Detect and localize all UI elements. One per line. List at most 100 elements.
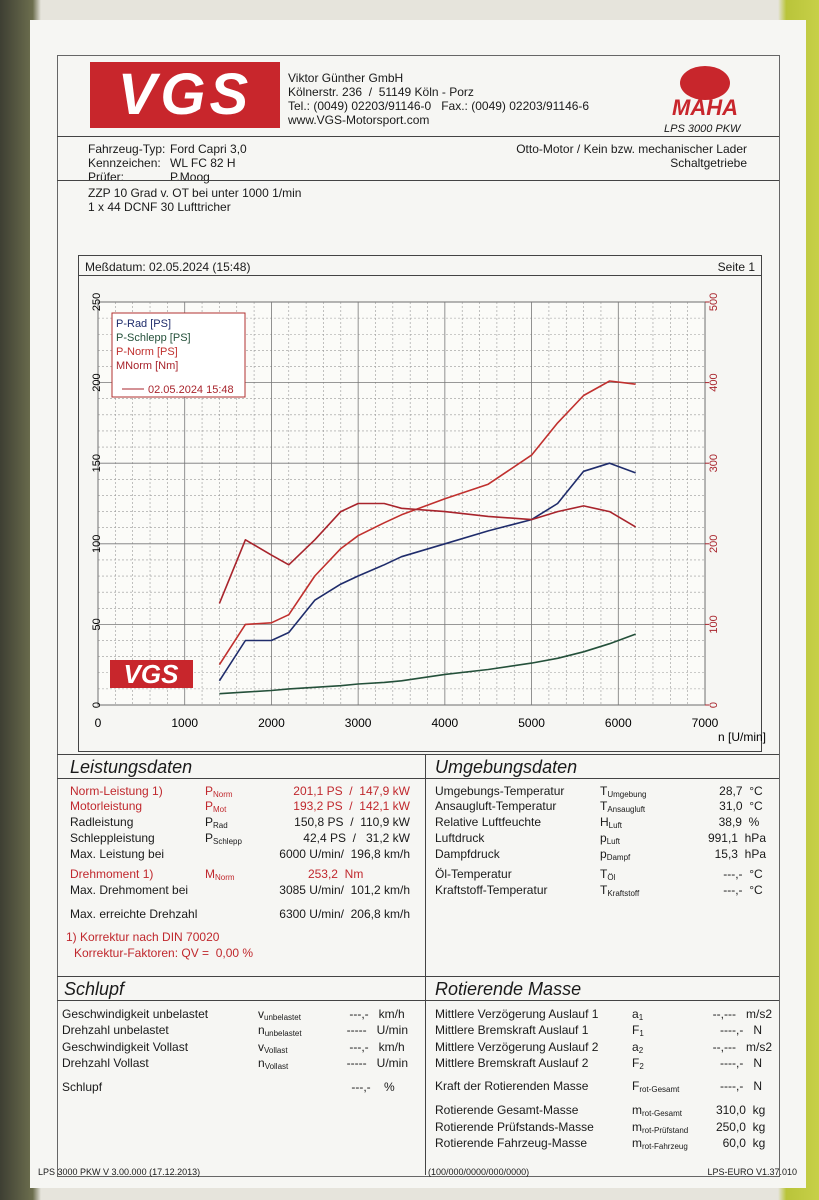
symbol-sub: Ansaugluft: [607, 805, 646, 814]
symbol: n: [258, 1056, 265, 1070]
row-label: Max. erreichte Drehzahl: [70, 907, 198, 921]
section-note: Korrektur-Faktoren: QV = 0,00 %: [74, 946, 254, 960]
vehicle-value: Ford Capri 3,0: [170, 142, 247, 156]
row-value: ---,- km/h: [349, 1040, 408, 1054]
symbol: m: [632, 1136, 642, 1150]
logo: VGS: [117, 62, 253, 127]
symbol: H: [600, 815, 609, 829]
symbol: M: [205, 867, 215, 881]
vehicle-value: WL FC 82 H: [170, 156, 236, 170]
symbol-sub: Norm: [213, 790, 233, 799]
row-label: Norm-Leistung 1): [70, 784, 163, 798]
symbol-sub: 2: [639, 1062, 644, 1071]
symbol: n: [258, 1023, 265, 1037]
x-tick-label: 6000: [605, 716, 632, 730]
symbol: m: [632, 1120, 642, 1134]
x-tick-label: 3000: [345, 716, 372, 730]
row-label: Max. Drehmoment bei: [70, 883, 189, 897]
footer-left: LPS 3000 PKW V 3.00.000 (17.12.2013): [38, 1167, 201, 1177]
row-label: Drehzahl unbelastet: [62, 1023, 169, 1037]
row-symbol: vunbelastet: [258, 1008, 301, 1022]
chart-frame: [78, 255, 762, 752]
section-title: Rotierende Masse: [435, 979, 582, 999]
row-value: 253,2 Nm: [307, 867, 410, 881]
series-line: [218, 462, 636, 682]
row-symbol: TAnsaugluft: [600, 800, 645, 814]
watermark-box: [110, 660, 193, 688]
y2-tick-label: 500: [708, 293, 720, 311]
note: ZZP 10 Grad v. OT bei unter 1000 1/min: [88, 186, 302, 200]
symbol: F: [632, 1023, 640, 1037]
row-label: Mittlere Verzögerung Auslauf 2: [435, 1040, 599, 1054]
logo-box: [90, 62, 280, 128]
symbol: T: [600, 784, 608, 798]
symbol: P: [205, 831, 214, 845]
row-value: 3085 U/min/ 101,2 km/h: [279, 883, 410, 897]
symbol: a: [632, 1007, 639, 1021]
symbol: F: [632, 1079, 640, 1093]
symbol: m: [632, 1103, 642, 1117]
row-label: Mittlere Bremskraft Auslauf 1: [435, 1023, 589, 1037]
row-value: 6300 U/min/ 206,8 km/h: [279, 907, 410, 921]
symbol: P: [205, 784, 214, 798]
row-value: ---,- km/h: [349, 1007, 408, 1021]
row-label: Motorleistung: [70, 799, 143, 813]
row-symbol: mrot-Fahrzeug: [632, 1137, 688, 1151]
legend-entry: P-Norm [PS]: [116, 346, 178, 358]
row-label: Radleistung: [70, 815, 134, 829]
symbol: T: [600, 867, 608, 881]
row-label: Ansaugluft-Temperatur: [435, 799, 557, 813]
divider: [57, 754, 779, 755]
row-symbol: HLuft: [600, 816, 622, 830]
row-label: Drehzahl Vollast: [62, 1056, 149, 1070]
row-value: ---,- %: [351, 1080, 408, 1094]
symbol-sub: Vollast: [264, 1062, 289, 1071]
row-value: 201,1 PS / 147,9 kW: [293, 784, 410, 798]
section-title: Schlupf: [64, 979, 125, 999]
y-tick-label: 50: [91, 618, 103, 630]
legend-entry: MNorm [Nm]: [116, 360, 178, 372]
chart: 0 1000 2000 3000 4000 5000 6000 700005010015020…: [91, 293, 766, 744]
row-label: Geschwindigkeit unbelastet: [62, 1007, 209, 1021]
legend-entry: P-Schlepp [PS]: [116, 332, 191, 344]
y2-tick-label: 300: [708, 454, 720, 472]
x-tick-label: 4000: [432, 716, 459, 730]
row-label: Rotierende Gesamt-Masse: [435, 1103, 579, 1117]
address: Kölnerstr. 236 / 51149 Köln - Porz: [288, 85, 474, 99]
symbol-sub: unbelastet: [264, 1013, 301, 1022]
note: 1 x 44 DCNF 30 Lufttricher: [88, 200, 231, 214]
brand: MAHA: [672, 95, 738, 120]
row-symbol: PRad: [205, 816, 228, 830]
row-symbol: Frot-Gesamt: [632, 1080, 679, 1094]
row-value: --,--- m/s2: [712, 1040, 772, 1054]
x-tick-label: 2000: [258, 716, 285, 730]
symbol-sub: Kraftstoff: [607, 889, 640, 898]
row-label: Mittlere Bremskraft Auslauf 2: [435, 1056, 589, 1070]
symbol-sub: Vollast: [264, 1046, 288, 1055]
row-symbol: mrot-Prüfstand: [632, 1121, 688, 1135]
y-tick-label: 200: [91, 373, 103, 391]
model: LPS 3000 PKW: [664, 123, 741, 135]
x-tick-label: 7000: [692, 716, 719, 730]
row-label: Geschwindigkeit Vollast: [62, 1040, 189, 1054]
row-value: ----- U/min: [346, 1056, 408, 1070]
symbol-sub: 2: [638, 1046, 644, 1055]
symbol-sub: Luft: [606, 837, 621, 846]
row-label: Öl-Temperatur: [435, 867, 512, 881]
row-value: 28,7 °C: [719, 784, 766, 798]
symbol-sub: Umgebung: [607, 790, 647, 799]
row-value: 6000 U/min/ 196,8 km/h: [279, 847, 410, 861]
footer-right: LPS-EURO V1.37.010: [707, 1167, 797, 1177]
row-label: Schlupf: [62, 1080, 103, 1094]
gearbox: Schaltgetriebe: [670, 156, 747, 170]
symbol: p: [600, 831, 607, 845]
y-tick-label: 0: [91, 702, 103, 708]
row-value: ----,- N: [720, 1023, 772, 1037]
row-label: Dampfdruck: [435, 847, 500, 861]
row-label: Schleppleistung: [70, 831, 155, 845]
row-value: 150,8 PS / 110,9 kW: [294, 815, 410, 829]
legend-box: [111, 312, 246, 398]
legend-entry: P-Rad [PS]: [116, 318, 171, 330]
row-symbol: nVollast: [258, 1057, 288, 1071]
